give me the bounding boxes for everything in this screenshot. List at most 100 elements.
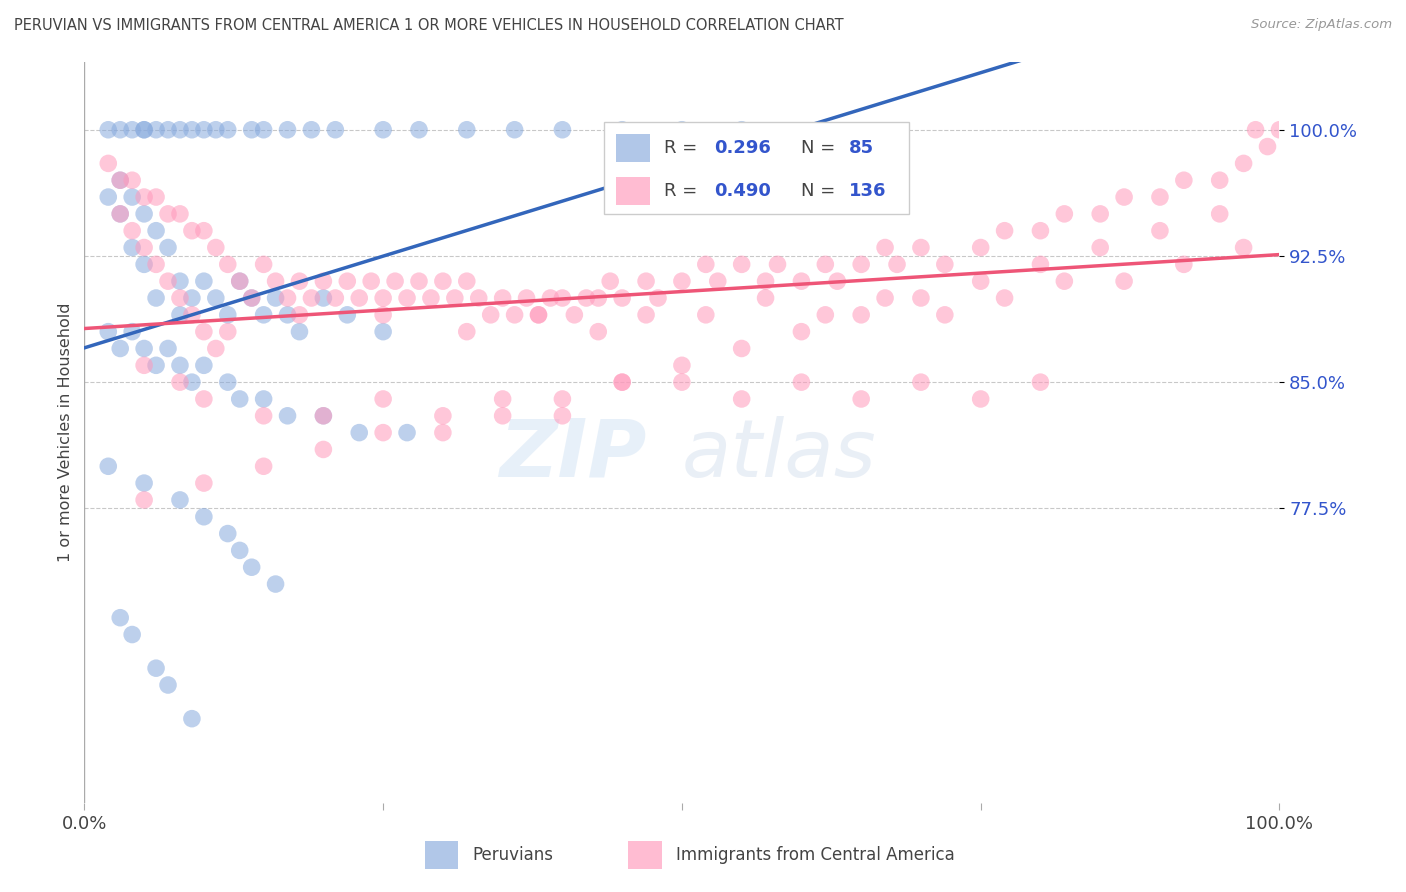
Point — [695, 257, 717, 271]
Point — [240, 560, 263, 574]
Point — [110, 122, 132, 136]
Point — [121, 173, 143, 187]
Text: ZIP: ZIP — [499, 416, 647, 494]
Point — [253, 257, 276, 271]
Text: Peruvians: Peruvians — [472, 846, 554, 863]
Point — [145, 661, 167, 675]
Point — [373, 392, 395, 406]
Point — [671, 122, 693, 136]
Point — [349, 425, 371, 440]
Point — [373, 425, 395, 440]
Point — [432, 425, 454, 440]
Point — [432, 409, 454, 423]
Point — [181, 308, 204, 322]
Point — [527, 308, 550, 322]
Point — [1244, 122, 1267, 136]
Point — [229, 543, 252, 558]
Point — [205, 122, 228, 136]
Point — [240, 291, 263, 305]
Point — [731, 392, 754, 406]
Point — [647, 291, 669, 305]
Point — [205, 241, 228, 255]
Point — [970, 274, 993, 288]
Point — [934, 257, 956, 271]
Point — [157, 342, 180, 356]
Point — [97, 190, 120, 204]
Y-axis label: 1 or more Vehicles in Household: 1 or more Vehicles in Household — [58, 303, 73, 562]
Point — [612, 375, 634, 389]
Point — [516, 291, 538, 305]
Point — [205, 291, 228, 305]
FancyBboxPatch shape — [616, 178, 650, 205]
Point — [132, 476, 156, 491]
Point — [277, 308, 299, 322]
Point — [157, 241, 180, 255]
Text: N =: N = — [801, 182, 841, 201]
Point — [827, 274, 849, 288]
Point — [588, 325, 610, 339]
Point — [755, 274, 778, 288]
Point — [575, 291, 598, 305]
Text: 0.490: 0.490 — [714, 182, 770, 201]
Point — [456, 325, 478, 339]
Point — [336, 274, 359, 288]
Point — [181, 122, 204, 136]
Point — [169, 375, 191, 389]
Point — [132, 342, 156, 356]
Point — [671, 375, 693, 389]
Point — [97, 459, 120, 474]
Point — [132, 122, 156, 136]
Point — [336, 308, 359, 322]
Text: 0.296: 0.296 — [714, 139, 770, 157]
Point — [1268, 122, 1291, 136]
Point — [229, 274, 252, 288]
Point — [253, 392, 276, 406]
Point — [132, 122, 156, 136]
Point — [181, 375, 204, 389]
Point — [444, 291, 467, 305]
Point — [217, 375, 239, 389]
Point — [193, 359, 215, 373]
Point — [169, 207, 191, 221]
Point — [814, 308, 837, 322]
Point — [288, 325, 311, 339]
Point — [193, 122, 215, 136]
Point — [121, 325, 143, 339]
Point — [145, 122, 167, 136]
Point — [1029, 375, 1052, 389]
Text: N =: N = — [801, 139, 841, 157]
Point — [1257, 139, 1279, 153]
Point — [325, 291, 347, 305]
Point — [121, 241, 143, 255]
Point — [253, 459, 276, 474]
Point — [132, 190, 156, 204]
Point — [551, 409, 574, 423]
Point — [875, 291, 897, 305]
Point — [312, 409, 335, 423]
Point — [169, 122, 191, 136]
Point — [731, 122, 754, 136]
Point — [1053, 274, 1076, 288]
Point — [1029, 257, 1052, 271]
Point — [755, 291, 778, 305]
Point — [408, 122, 430, 136]
Point — [373, 291, 395, 305]
Point — [312, 442, 335, 457]
Point — [1173, 173, 1195, 187]
Point — [612, 291, 634, 305]
Point — [970, 392, 993, 406]
Point — [432, 274, 454, 288]
Point — [456, 122, 478, 136]
Point — [1029, 224, 1052, 238]
Point — [97, 156, 120, 170]
Point — [157, 122, 180, 136]
Point — [1090, 207, 1112, 221]
Point — [312, 291, 335, 305]
Point — [301, 291, 323, 305]
Point — [169, 359, 191, 373]
Point — [277, 409, 299, 423]
Point — [612, 122, 634, 136]
Point — [671, 359, 693, 373]
FancyBboxPatch shape — [628, 841, 662, 870]
Point — [217, 325, 239, 339]
